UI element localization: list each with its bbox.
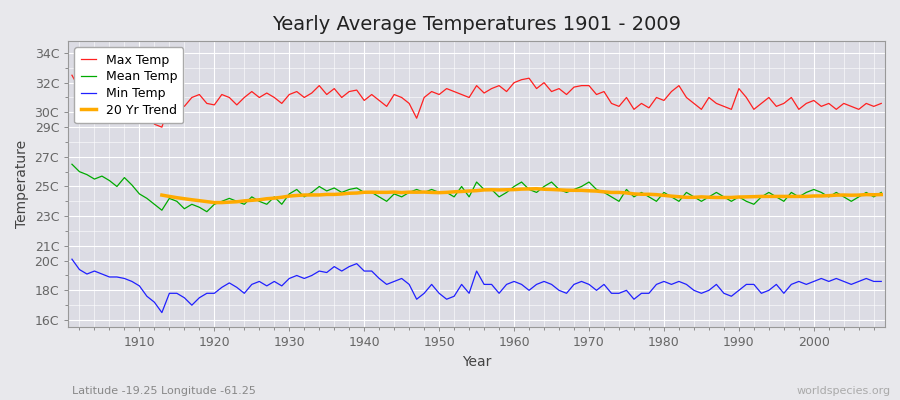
Min Temp [876, 279, 886, 284]
Text: Latitude -19.25 Longitude -61.25: Latitude -19.25 Longitude -61.25 [72, 386, 256, 396]
20 Yr Trend [351, 191, 362, 196]
Line: 20 Yr Trend: 20 Yr Trend [162, 189, 881, 202]
Min Temp [508, 279, 519, 284]
Mean Temp [202, 209, 212, 214]
Mean Temp [67, 162, 77, 167]
Max Temp [157, 125, 167, 130]
Line: Mean Temp: Mean Temp [72, 164, 881, 212]
Y-axis label: Temperature: Temperature [15, 140, 29, 228]
Mean Temp [517, 180, 527, 184]
20 Yr Trend [524, 186, 535, 191]
Min Temp [606, 291, 616, 296]
Title: Yearly Average Temperatures 1901 - 2009: Yearly Average Temperatures 1901 - 2009 [272, 15, 681, 34]
Line: Max Temp: Max Temp [72, 75, 881, 127]
Line: Min Temp: Min Temp [72, 259, 881, 312]
Max Temp [517, 77, 527, 82]
20 Yr Trend [726, 195, 737, 200]
X-axis label: Year: Year [462, 355, 491, 369]
Mean Temp [876, 190, 886, 195]
Max Temp [508, 80, 519, 85]
Min Temp [299, 276, 310, 281]
20 Yr Trend [209, 200, 220, 205]
Min Temp [344, 264, 355, 269]
Max Temp [606, 101, 616, 106]
Mean Temp [606, 194, 616, 199]
Text: worldspecies.org: worldspecies.org [796, 386, 891, 396]
Max Temp [67, 73, 77, 78]
20 Yr Trend [179, 196, 190, 201]
Max Temp [299, 95, 310, 100]
Min Temp [67, 257, 77, 262]
Max Temp [344, 89, 355, 94]
Min Temp [157, 310, 167, 315]
Mean Temp [127, 183, 138, 188]
Min Temp [517, 282, 527, 287]
20 Yr Trend [157, 193, 167, 198]
Mean Temp [508, 184, 519, 189]
Legend: Max Temp, Mean Temp, Min Temp, 20 Yr Trend: Max Temp, Mean Temp, Min Temp, 20 Yr Tre… [75, 47, 184, 123]
20 Yr Trend [216, 200, 227, 205]
20 Yr Trend [876, 192, 886, 197]
Max Temp [127, 102, 138, 107]
20 Yr Trend [531, 186, 542, 191]
Max Temp [876, 101, 886, 106]
Mean Temp [344, 187, 355, 192]
20 Yr Trend [583, 188, 594, 193]
Min Temp [127, 279, 138, 284]
Mean Temp [299, 194, 310, 199]
